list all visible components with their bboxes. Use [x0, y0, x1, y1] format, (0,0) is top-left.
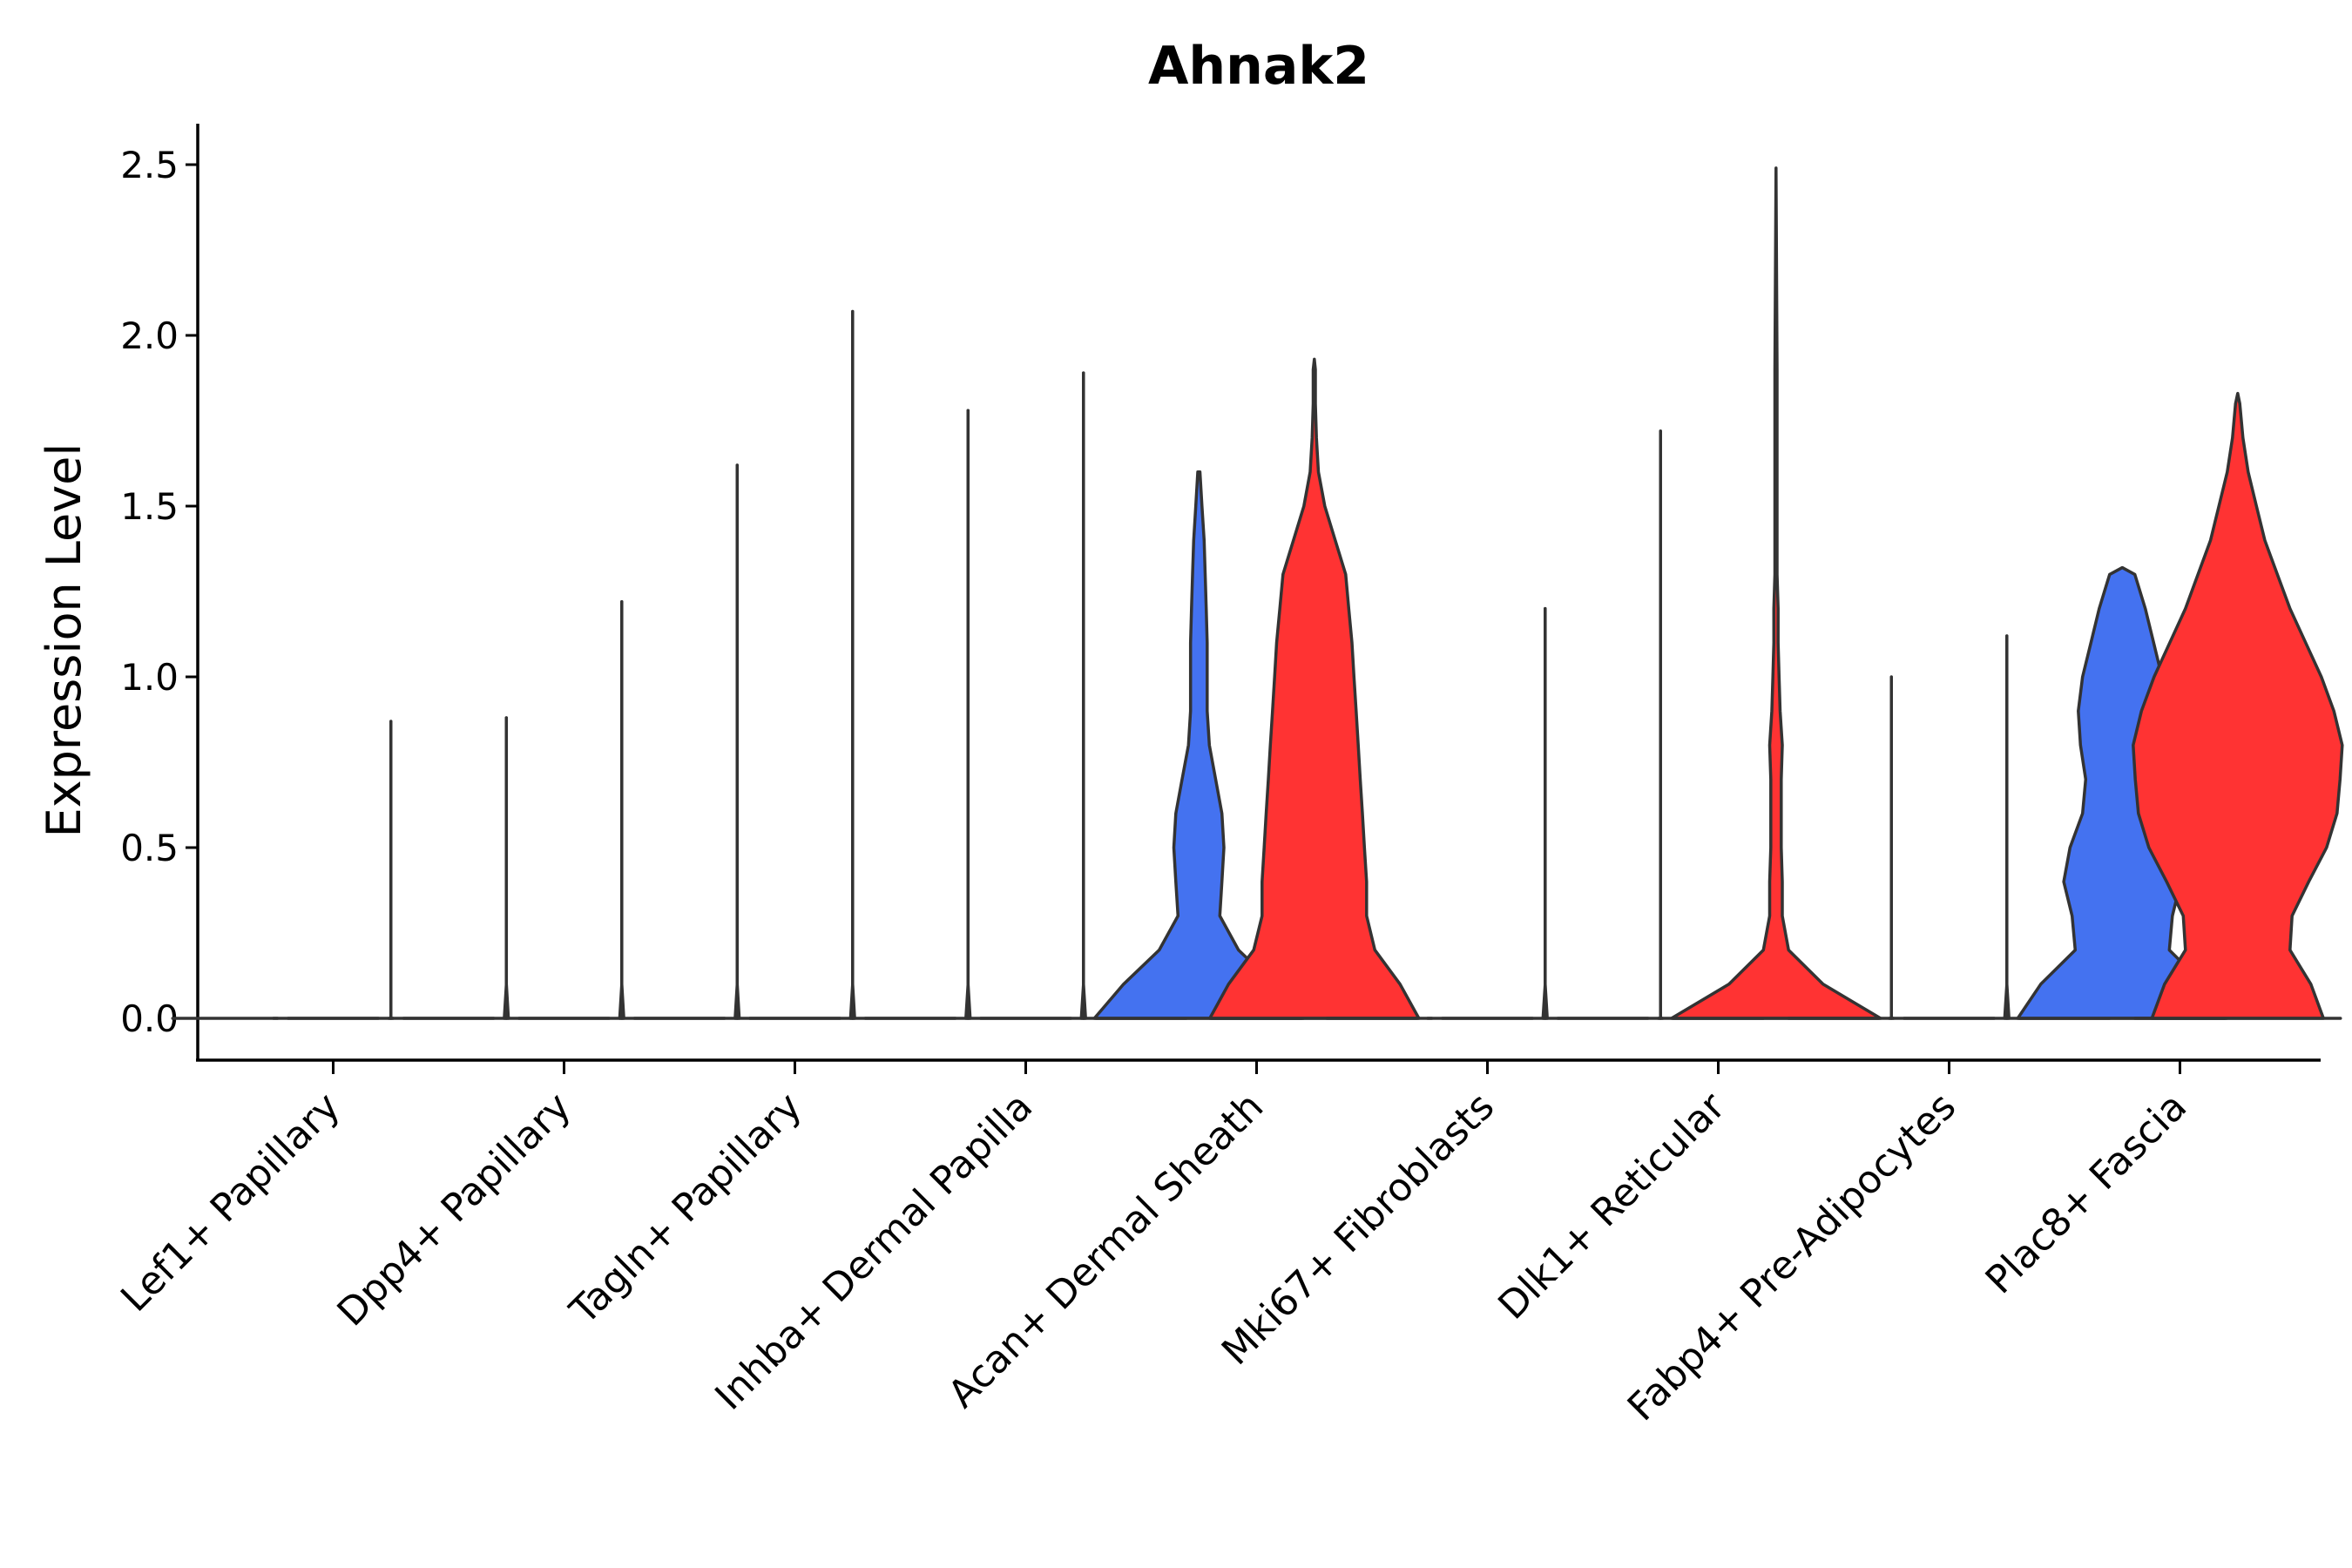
chart-title: Ahnak2 — [1148, 36, 1369, 97]
y-tick-label: 0.5 — [120, 827, 179, 869]
y-tick-label: 2.5 — [120, 144, 179, 186]
violin-right — [1208, 357, 1421, 1020]
violin-left — [1092, 470, 1306, 1020]
violin-right — [1670, 166, 1882, 1020]
violins — [171, 166, 2344, 1020]
y-tick-label: 0.0 — [120, 997, 179, 1040]
y-axis-label: Expression Level — [37, 443, 91, 838]
x-tick-label: Dpp4+ Papillary — [329, 1085, 580, 1335]
x-tick-label: Dlk1+ Reticular — [1490, 1084, 1734, 1328]
y-tick-label: 1.5 — [120, 485, 179, 528]
y-tick-label: 2.0 — [120, 314, 179, 357]
x-tick-label: Tagln+ Papillary — [561, 1085, 810, 1334]
violin-right — [2132, 391, 2344, 1020]
x-tick-label: Plac8+ Fascia — [1977, 1085, 2196, 1303]
y-tick-label: 1.0 — [120, 656, 179, 699]
x-tick-label: Lef1+ Papillary — [112, 1085, 348, 1321]
y-ticks: 0.0 0.5 1.0 1.5 2.0 2.5 — [120, 144, 198, 1040]
